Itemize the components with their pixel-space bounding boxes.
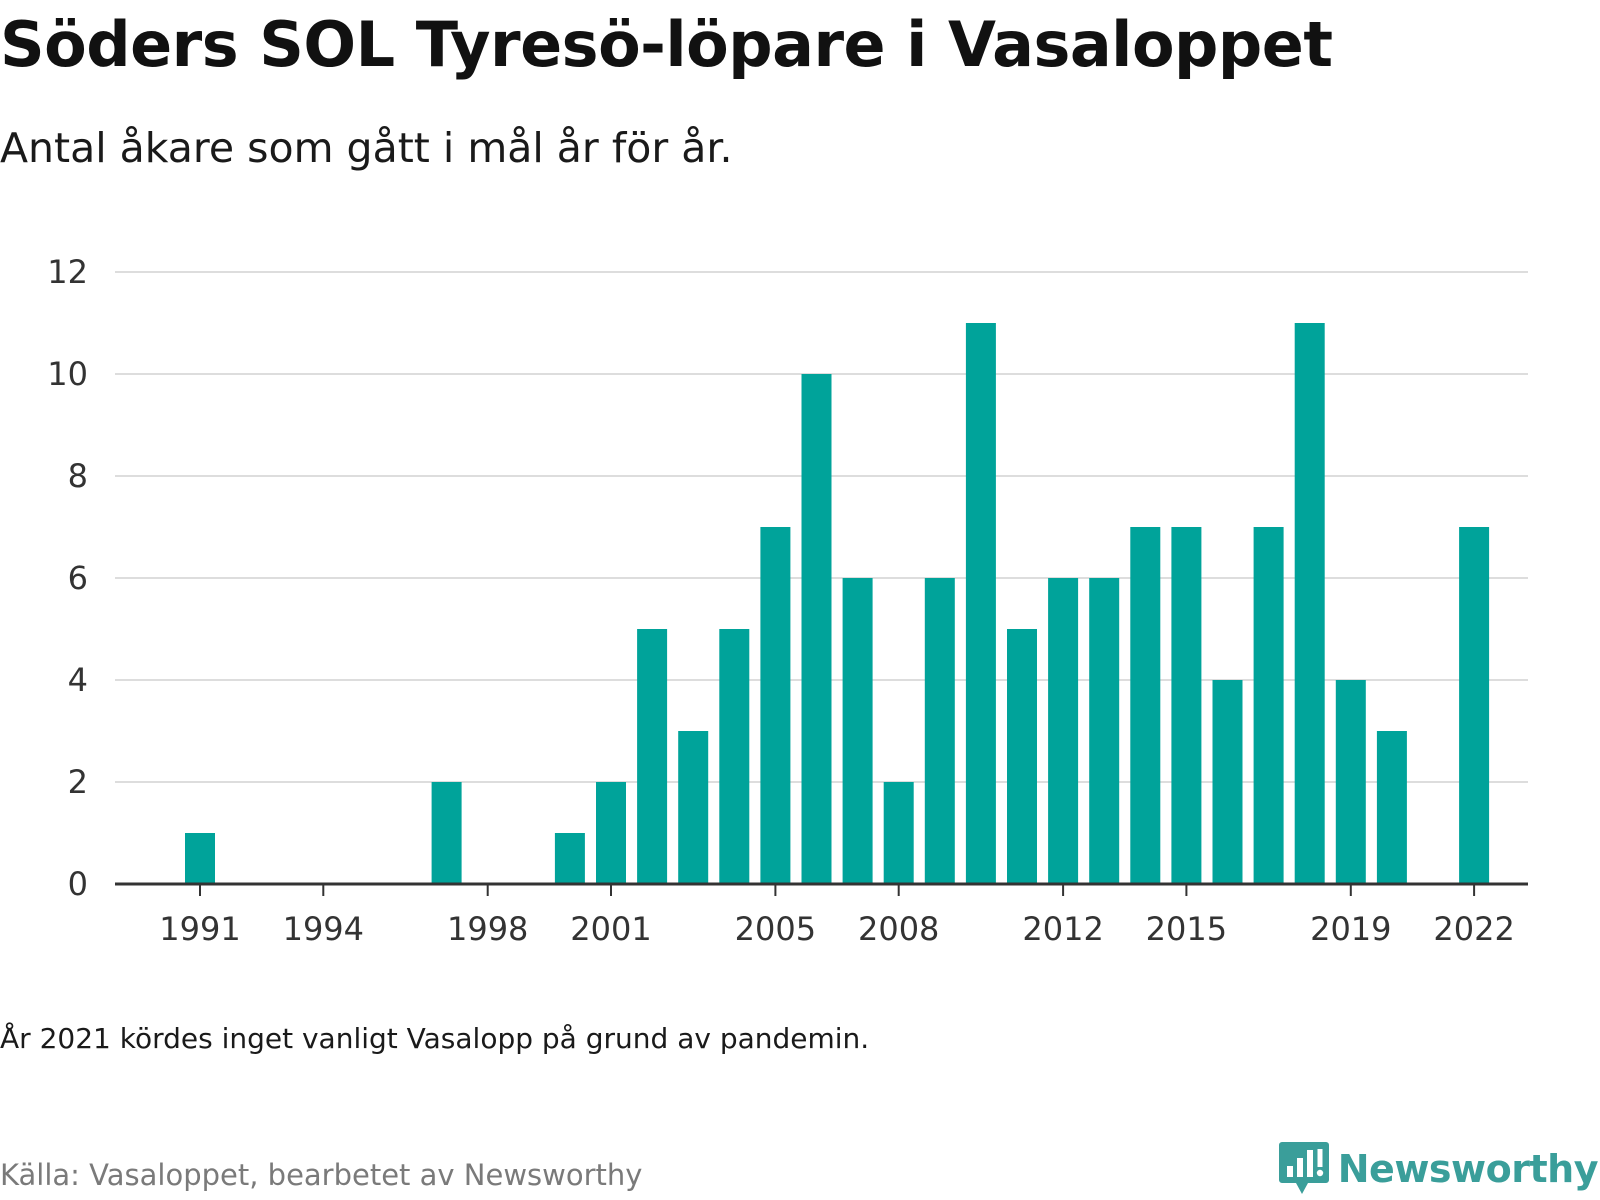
bar [719, 629, 750, 884]
bar-chart: 0 2 4 6 8 10 12 1991 1994 1998 2001 2005 2008 2012 201… [47, 253, 1528, 948]
x-tick-label: 1994 [283, 910, 364, 948]
brand-name: Newsworthy [1337, 1147, 1599, 1191]
y-tick-label: 8 [68, 457, 88, 495]
bar [596, 782, 626, 884]
bar [1048, 578, 1079, 884]
bar [554, 833, 585, 884]
newsworthy-logo-icon [1278, 1142, 1329, 1194]
bar [185, 833, 215, 884]
chart-source: Källa: Vasaloppet, bearbetet av Newswort… [0, 1158, 643, 1192]
chart-subtitle: Antal åkare som gått i mål år för år. [0, 124, 733, 172]
x-tick-label: 2008 [858, 910, 939, 948]
bar [431, 782, 462, 884]
chart-title: Söders SOL Tyresö-löpare i Vasaloppet [0, 8, 1333, 81]
chart-note: År 2021 kördes inget vanligt Vasalopp på… [0, 1022, 870, 1055]
bar [1376, 731, 1407, 884]
bar [1335, 680, 1366, 884]
x-tick-label: 2012 [1022, 910, 1103, 948]
bar [1253, 527, 1284, 884]
x-tick-label: 2005 [735, 910, 816, 948]
bar [760, 527, 791, 884]
y-tick-label: 6 [68, 559, 88, 597]
bar [678, 731, 709, 884]
x-tick-label: 2019 [1310, 910, 1391, 948]
bar [924, 578, 955, 884]
bar [637, 629, 668, 884]
x-tick-label: 2022 [1433, 910, 1514, 948]
bar [801, 374, 832, 884]
y-tick-label: 10 [47, 355, 88, 393]
bar [1171, 527, 1202, 884]
bar [1007, 629, 1037, 884]
x-tick-label: 1998 [447, 910, 528, 948]
y-tick-label: 0 [68, 865, 88, 903]
bar [1294, 323, 1325, 884]
y-tick-label: 2 [68, 763, 88, 801]
bar [1212, 680, 1243, 884]
y-tick-label: 4 [68, 661, 88, 699]
bar [842, 578, 873, 884]
bar [1459, 527, 1490, 884]
bar [1130, 527, 1161, 884]
y-tick-label: 12 [47, 253, 88, 291]
x-tick-label: 1991 [159, 910, 240, 948]
bar [965, 323, 996, 884]
bar [1089, 578, 1120, 884]
brand-logo: Newsworthy [1278, 1140, 1599, 1198]
x-tick-label: 2015 [1146, 910, 1227, 948]
bar [883, 782, 914, 884]
x-tick-label: 2001 [570, 910, 651, 948]
